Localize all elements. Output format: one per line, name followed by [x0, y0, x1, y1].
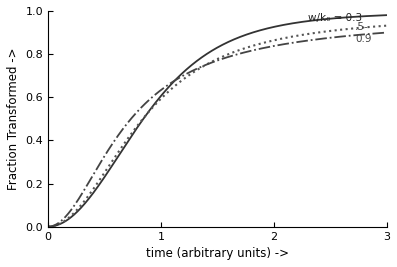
X-axis label: time (arbitrary units) ->: time (arbitrary units) -> — [146, 247, 289, 260]
Text: .5-: .5- — [355, 22, 369, 32]
Text: w/k₀ = 0.3: w/k₀ = 0.3 — [308, 14, 362, 23]
Text: 0.9: 0.9 — [355, 34, 372, 44]
Y-axis label: Fraction Transformed ->: Fraction Transformed -> — [7, 48, 20, 190]
